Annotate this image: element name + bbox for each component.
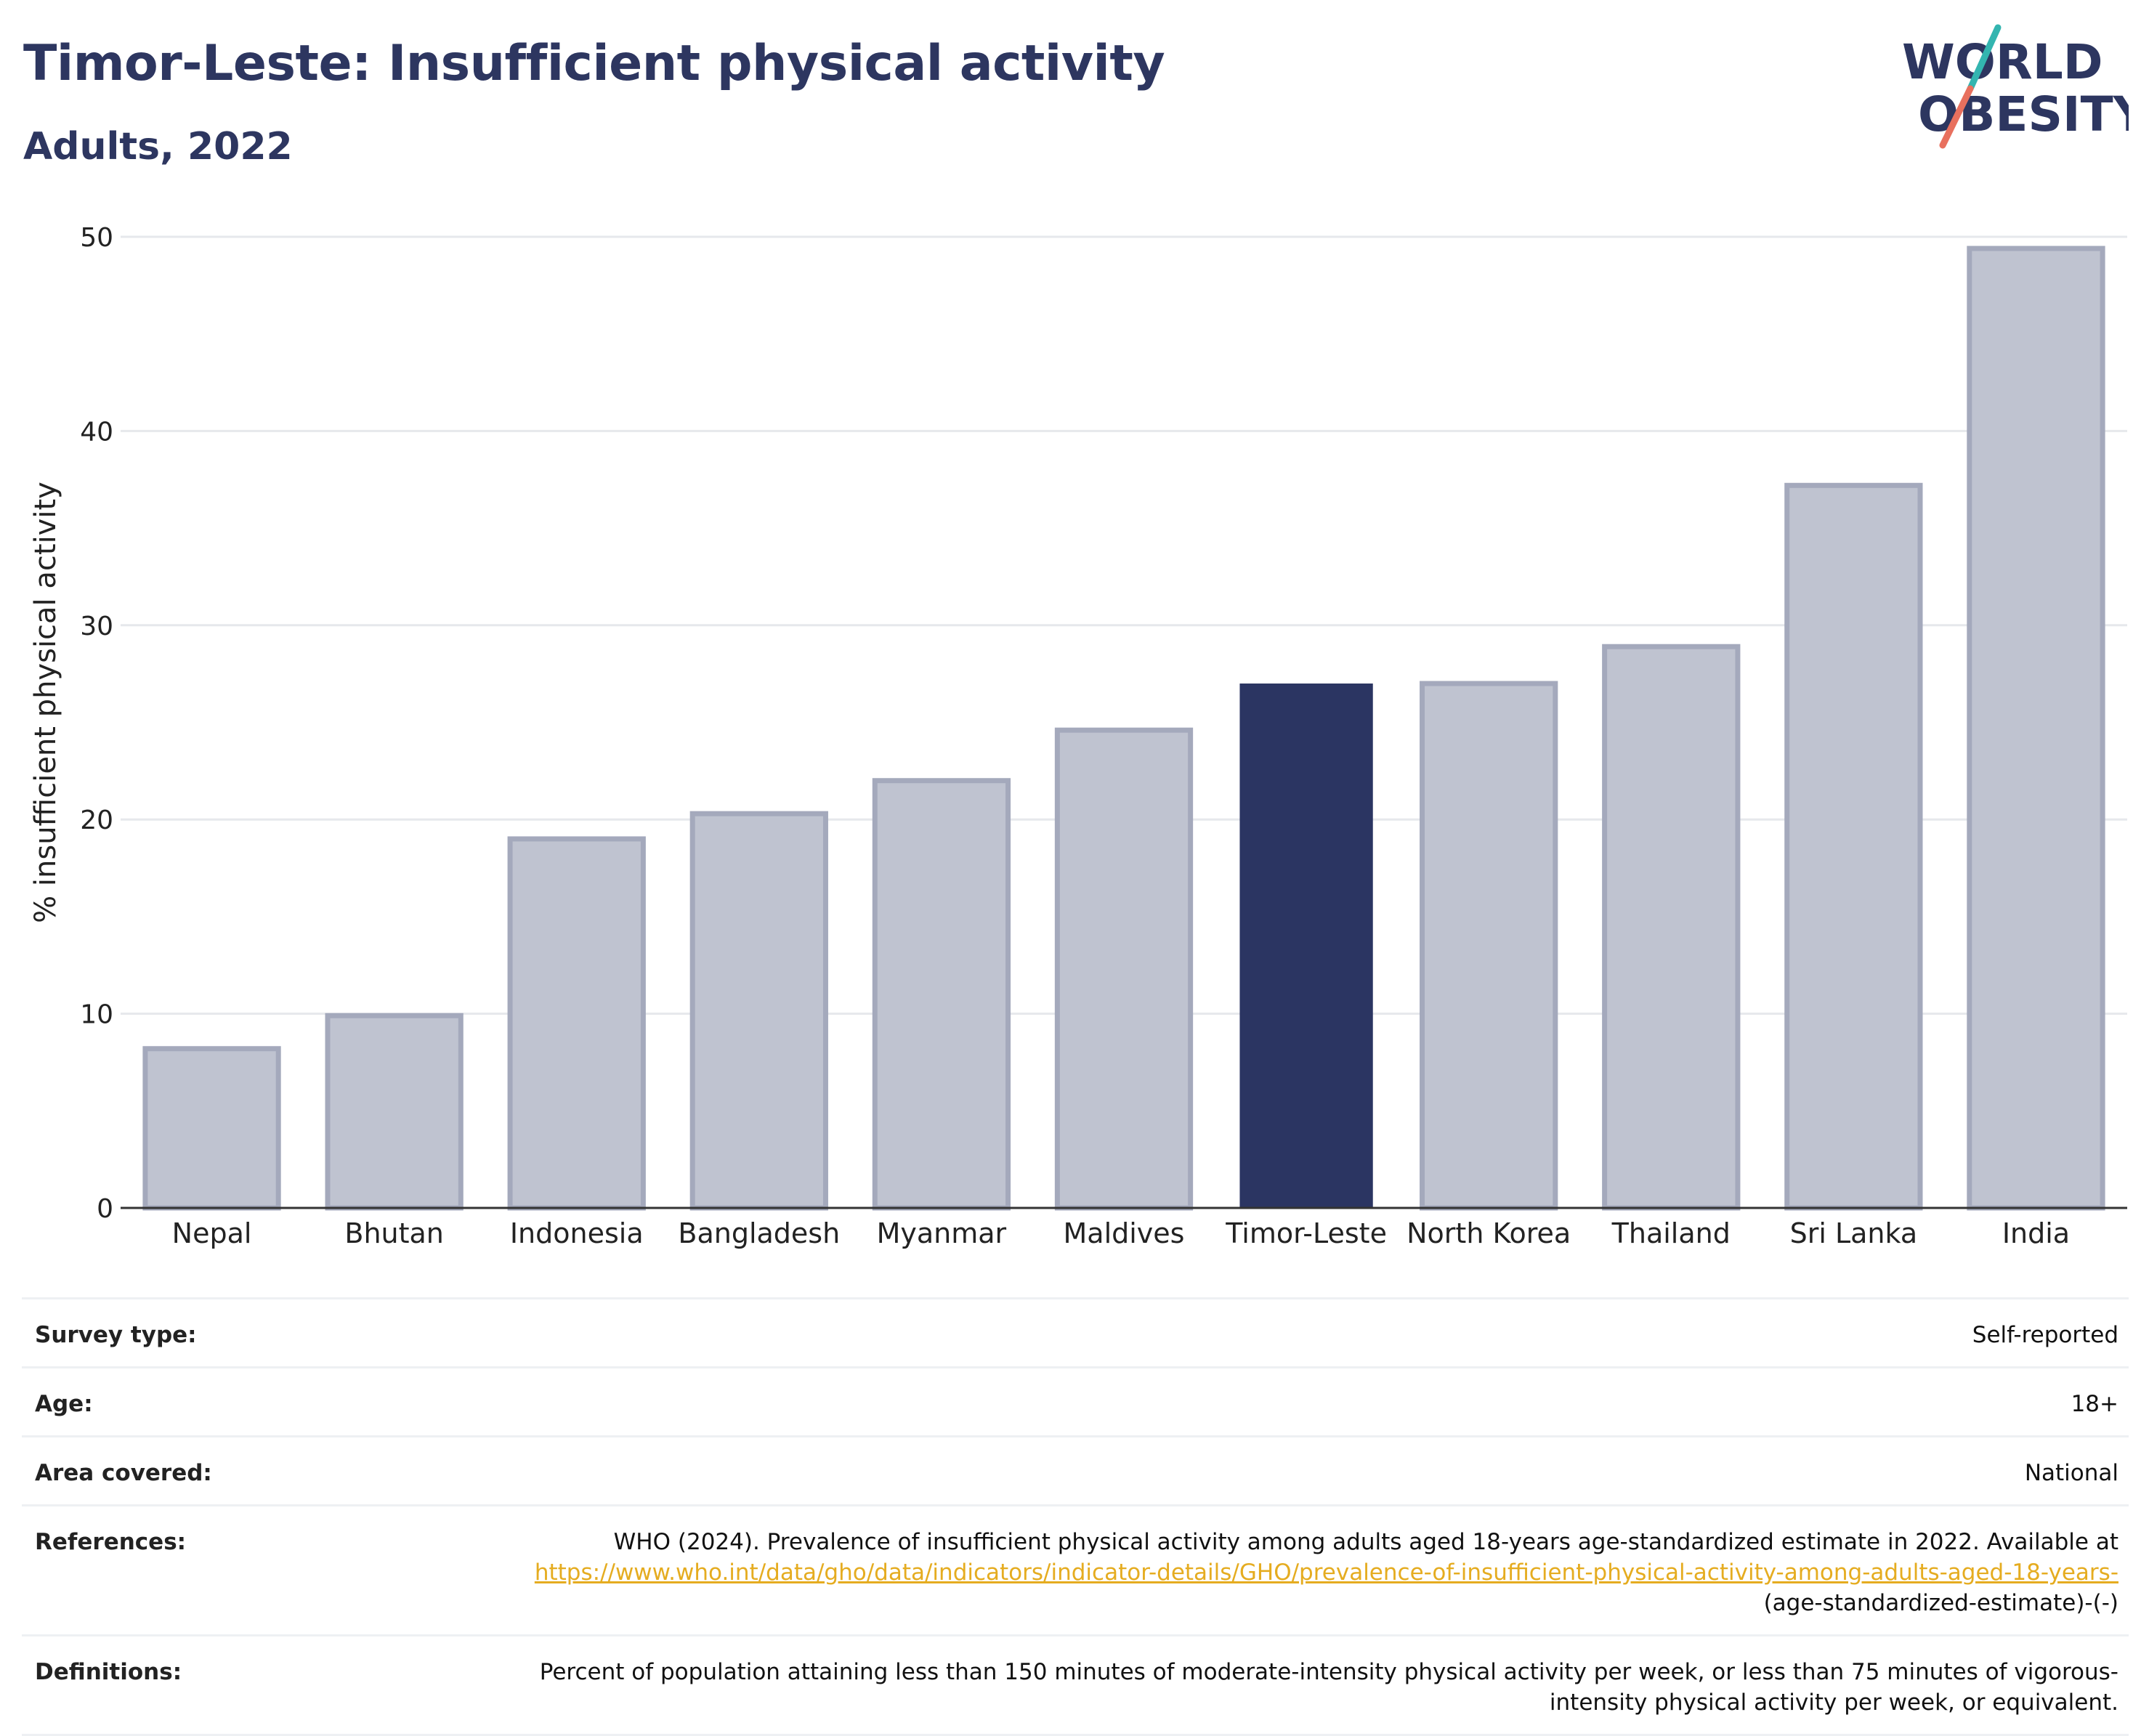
chart-title: Timor-Leste: Insufficient physical activ… [23,35,1165,92]
bar-indonesia [507,836,646,1211]
bar-maldives [1054,727,1194,1211]
survey-type-label: Survey type: [35,1322,197,1348]
x-tick-label-bangladesh: Bangladesh [678,1217,840,1249]
chart-subtitle: Adults, 2022 [23,125,293,169]
logo-word-world: WORLD [1902,34,2103,90]
y-axis-label: % insufficient physical activity [29,482,62,923]
y-tick-label: 50 [80,223,113,253]
details-row-age: Age: 18+ [22,1366,2129,1435]
bar-sri-lanka [1784,482,1923,1211]
references-suffix: (age-standardized-estimate)-(-) [1763,1590,2118,1616]
x-tick-label-thailand: Thailand [1611,1217,1731,1249]
x-tick-label-nepal: Nepal [172,1217,252,1249]
x-tick-label-india: India [2002,1217,2070,1249]
references-value: WHO (2024). Prevalence of insufficient p… [520,1527,2118,1618]
y-tick-label: 30 [80,612,113,641]
bar-north-korea [1420,681,1558,1211]
area-label: Area covered: [35,1460,212,1486]
bar-bhutan [325,1013,464,1211]
x-tick-label-north-korea: North Korea [1407,1217,1571,1249]
y-tick-label: 0 [97,1194,113,1224]
definitions-value: Percent of population attaining less tha… [539,1659,2118,1716]
details-row-area: Area covered: National [22,1435,2129,1504]
y-tick-label: 10 [80,1000,113,1030]
logo-slash-teal [1967,24,2002,92]
definitions-label: Definitions: [35,1659,182,1685]
references-label: References: [35,1529,187,1555]
logo-word-obesity: OBESITY [1918,86,2129,142]
world-obesity-logo: WORLD OBESITY [1902,24,2129,149]
logo-slash-coral [1939,85,1974,149]
details-row-definitions: Definitions: Percent of population attai… [22,1634,2129,1736]
y-ticks: 0 10 20 30 40 50 [80,223,113,1224]
details-row-survey-type: Survey type: Self-reported [22,1297,2129,1366]
x-tick-label-myanmar: Myanmar [877,1217,1007,1249]
bar-timor-leste [1239,684,1373,1208]
x-tick-label-timor-leste: Timor-Leste [1225,1217,1387,1249]
age-label: Age: [35,1391,93,1417]
age-value: 18+ [2071,1391,2118,1417]
x-labels: Nepal Bhutan Indonesia Bangladesh Myanmar Mal… [172,1217,2070,1249]
y-tick-label: 20 [80,806,113,835]
survey-type-value: Self-reported [1972,1322,2118,1348]
references-link[interactable]: https://www.who.int/data/gho/data/indica… [534,1559,2118,1586]
area-value: National [2024,1460,2118,1486]
bar-bangladesh [689,811,828,1211]
bar-thailand [1602,644,1741,1211]
x-tick-label-sri-lanka: Sri Lanka [1790,1217,1918,1249]
x-tick-label-bhutan: Bhutan [344,1217,444,1249]
y-tick-label: 40 [80,417,113,447]
bar-chart: 0 10 20 30 40 50 Nepal Bhutan Indonesia Banglade… [29,223,2127,1249]
bar-myanmar [872,778,1011,1211]
bar-nepal [142,1046,281,1211]
x-tick-label-maldives: Maldives [1064,1217,1185,1249]
details-table: Survey type: Self-reported Age: 18+ Area… [22,1297,2129,1736]
details-row-references: References: WHO (2024). Prevalence of in… [22,1504,2129,1634]
x-tick-label-indonesia: Indonesia [510,1217,644,1249]
bar-india [1967,246,2105,1211]
references-text: WHO (2024). Prevalence of insufficient p… [613,1529,2118,1555]
bars [142,246,2105,1211]
